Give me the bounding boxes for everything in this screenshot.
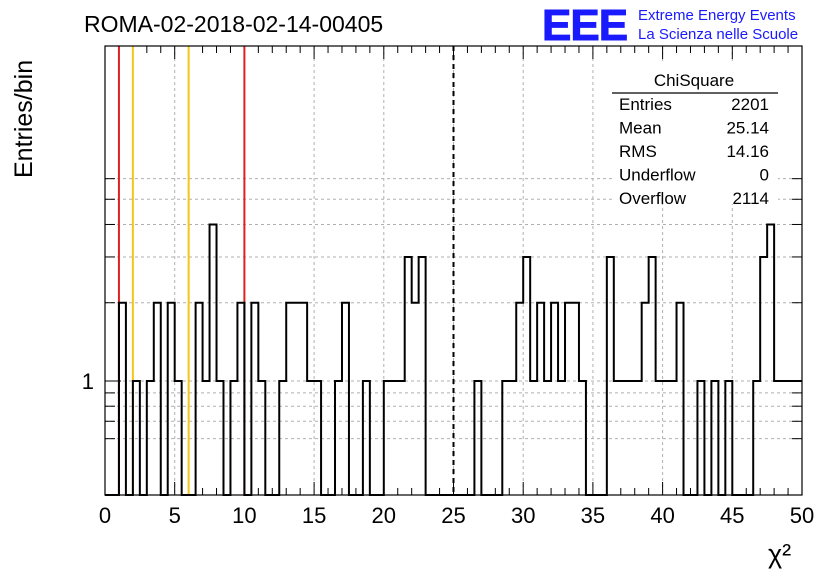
x-tick-label: 30 (511, 503, 535, 528)
x-tick-label: 25 (441, 503, 465, 528)
x-tick-label: 20 (372, 503, 396, 528)
x-axis-label: χ² (768, 539, 791, 569)
stats-label: Entries (619, 95, 672, 114)
stats-value: 2201 (731, 95, 769, 114)
x-tick-labels: 0 5 10 15 20 25 30 35 40 45 50 (99, 503, 814, 528)
x-tick-label: 5 (169, 503, 181, 528)
logo-line-2: La Scienza nelle Scuole (638, 26, 798, 43)
stats-value: 2114 (732, 189, 769, 208)
stats-box: ChiSquare Entries 2201 Mean 25.14 RMS 14.16 Un… (612, 62, 778, 208)
x-tick-label: 15 (302, 503, 326, 528)
stats-label: Overflow (619, 189, 687, 208)
logo-line-1: Extreme Energy Events (638, 7, 796, 24)
plot-frame (104, 45, 803, 496)
stats-label: Underflow (619, 166, 696, 185)
x-tick-label: 40 (650, 503, 674, 528)
stats-label: RMS (619, 142, 657, 161)
x-tick-label: 10 (232, 503, 256, 528)
eee-logo: EEE Extreme Energy Events La Scienza nel… (542, 1, 799, 51)
stats-rows: Entries 2201 Mean 25.14 RMS 14.16 Underflow 0 Ov… (619, 95, 769, 208)
x-tick-label: 50 (790, 503, 814, 528)
y-axis-label: Entries/bin (10, 60, 38, 178)
eee-logo-mark: EEE (542, 1, 627, 50)
stats-label: Mean (619, 119, 662, 138)
x-tick-label: 45 (720, 503, 744, 528)
y-tick-label-1: 1 (82, 369, 94, 394)
stats-value: 0 (760, 166, 769, 185)
x-tick-label: 0 (99, 503, 111, 528)
stats-value: 25.14 (726, 119, 769, 138)
stats-value: 14.16 (726, 142, 769, 161)
run-title: ROMA-02-2018-02-14-00405 (84, 11, 383, 37)
stats-title: ChiSquare (654, 71, 734, 90)
stats-box-background (612, 62, 778, 204)
x-tick-label: 35 (581, 503, 605, 528)
